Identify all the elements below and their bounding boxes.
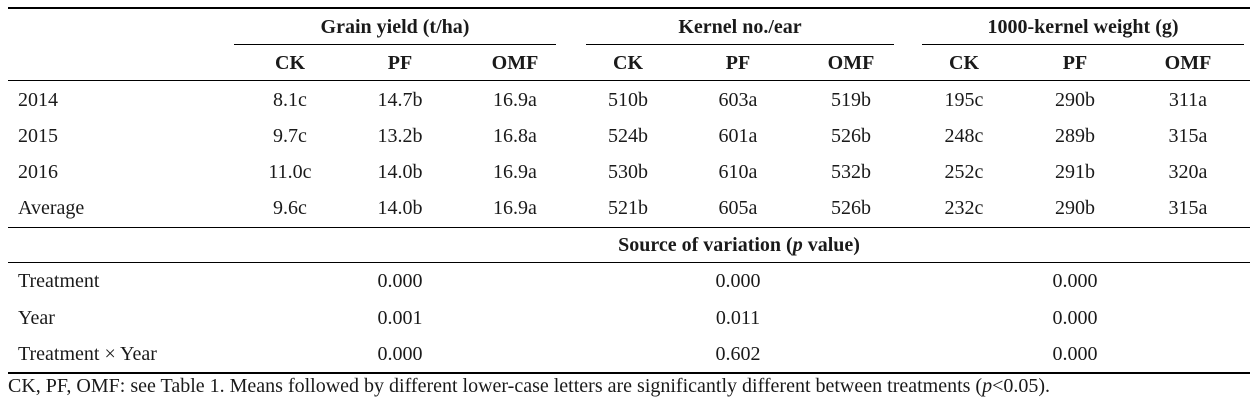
p-value-cell: 0.011 <box>715 307 761 329</box>
source-title-prefix: Source of variation ( <box>618 234 793 256</box>
p-value-cell: 0.000 <box>715 270 761 292</box>
group-rule-grain-yield <box>234 44 556 45</box>
table-cell: 315a <box>1168 197 1208 219</box>
table-cell: 14.7b <box>377 89 423 111</box>
p-value-cell: 0.001 <box>377 307 423 329</box>
subheader-ck: CK <box>949 52 979 74</box>
subheader-omf: OMF <box>1164 52 1212 74</box>
table-cell: 289b <box>1055 125 1095 147</box>
table-cell: 519b <box>831 89 871 111</box>
table-cell: 11.0c <box>268 161 312 183</box>
subheader-omf: OMF <box>827 52 875 74</box>
table-cell: 16.9a <box>493 89 537 111</box>
footnote-text: CK, PF, OMF: see Table 1. Means followed… <box>8 375 983 397</box>
table-cell: 195c <box>944 89 984 111</box>
table-cell: 524b <box>608 125 648 147</box>
row-label: 2016 <box>18 161 58 183</box>
table-cell: 601a <box>718 125 758 147</box>
group-header-grain-yield: Grain yield (t/ha) <box>320 16 470 38</box>
table-top-rule <box>8 7 1250 9</box>
source-bottom-rule <box>8 262 1250 263</box>
footnote-p: p <box>982 375 993 397</box>
table-footnote: CK, PF, OMF: see Table 1. Means followed… <box>8 374 1050 398</box>
group-header-kernel-no: Kernel no./ear <box>678 16 802 38</box>
table-cell: 14.0b <box>377 197 423 219</box>
source-title-suffix: value) <box>802 234 860 256</box>
row-label: 2015 <box>18 125 58 147</box>
table-cell: 610a <box>718 161 758 183</box>
subheader-pf: PF <box>1062 52 1088 74</box>
row-label: 2014 <box>18 89 58 111</box>
table-cell: 320a <box>1168 161 1208 183</box>
source-row-label: Year <box>18 307 55 329</box>
table-cell: 248c <box>944 125 984 147</box>
row-label: Average <box>18 197 85 219</box>
table-cell: 16.9a <box>493 161 537 183</box>
table-cell: 311a <box>1168 89 1208 111</box>
table-cell: 8.1c <box>273 89 307 111</box>
source-title-p: p <box>792 234 803 256</box>
table-cell: 530b <box>608 161 648 183</box>
table-cell: 290b <box>1055 89 1095 111</box>
table-cell: 526b <box>831 197 871 219</box>
p-value-cell: 0.000 <box>1052 343 1098 365</box>
p-value-cell: 0.000 <box>377 270 423 292</box>
subheader-ck: CK <box>613 52 643 74</box>
source-of-variation-title: Source of variation (p value) <box>234 233 1244 257</box>
table-cell: 603a <box>718 89 758 111</box>
footnote-tail: <0.05). <box>992 375 1051 397</box>
table-cell: 605a <box>718 197 758 219</box>
table-cell: 16.9a <box>493 197 537 219</box>
table-cell: 510b <box>608 89 648 111</box>
table-cell: 232c <box>944 197 984 219</box>
table-cell: 9.7c <box>273 125 307 147</box>
table-cell: 291b <box>1055 161 1095 183</box>
table-cell: 526b <box>831 125 871 147</box>
table-bottom-rule <box>8 372 1250 374</box>
subheader-pf: PF <box>725 52 751 74</box>
table-cell: 252c <box>944 161 984 183</box>
table-cell: 532b <box>831 161 871 183</box>
subheader-pf: PF <box>387 52 413 74</box>
p-value-cell: 0.000 <box>377 343 423 365</box>
p-value-cell: 0.000 <box>1052 307 1098 329</box>
table-cell: 290b <box>1055 197 1095 219</box>
source-top-rule <box>8 227 1250 228</box>
group-rule-kernel-no <box>586 44 894 45</box>
subheader-omf: OMF <box>491 52 539 74</box>
table-cell: 13.2b <box>377 125 423 147</box>
source-row-label: Treatment <box>18 270 100 292</box>
table-cell: 14.0b <box>377 161 423 183</box>
table-cell: 521b <box>608 197 648 219</box>
group-rule-kernel-weight <box>922 44 1244 45</box>
header-bottom-rule <box>8 80 1250 81</box>
p-value-cell: 0.602 <box>715 343 761 365</box>
p-value-cell: 0.000 <box>1052 270 1098 292</box>
group-header-kernel-weight: 1000-kernel weight (g) <box>987 16 1179 38</box>
subheader-ck: CK <box>275 52 305 74</box>
table-cell: 16.8a <box>493 125 537 147</box>
table-cell: 315a <box>1168 125 1208 147</box>
table-cell: 9.6c <box>273 197 307 219</box>
source-row-label: Treatment × Year <box>18 343 157 365</box>
